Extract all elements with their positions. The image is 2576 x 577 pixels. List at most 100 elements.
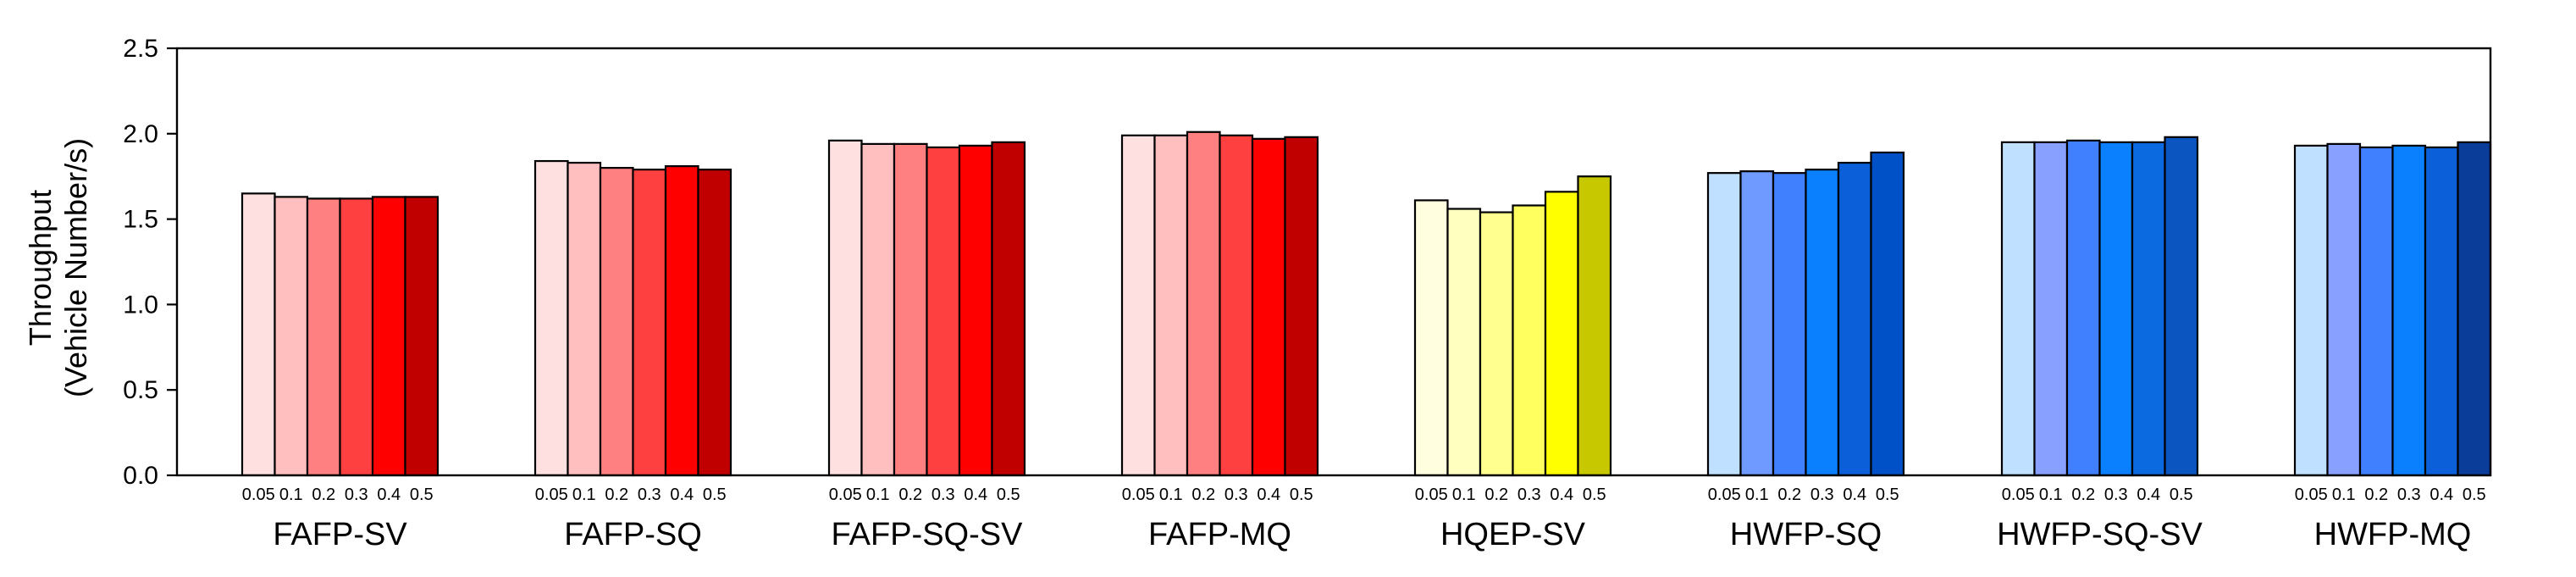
bar-level-label: 0.2 <box>312 485 335 504</box>
bar-level-label: 0.1 <box>279 485 303 504</box>
bar-level-label: 0.3 <box>1517 485 1541 504</box>
bar-series <box>240 130 2492 477</box>
bar-level-label: 0.4 <box>1550 485 1573 504</box>
bar-level-label: 0.2 <box>605 485 628 504</box>
y-tick-label: 2.0 <box>123 120 158 148</box>
bar <box>2391 144 2427 477</box>
bar-level-label: 0.1 <box>2332 485 2356 504</box>
bar-group <box>2000 136 2199 477</box>
bar-level-label: 0.2 <box>1191 485 1215 504</box>
bar <box>404 196 439 477</box>
y-axis-label-line-2: (Vehicle Number/s) <box>58 138 93 397</box>
group-label: HWFP-SQ-SV <box>1997 517 2203 552</box>
bar-level-label: 0.05 <box>1708 485 1741 504</box>
group-label: FAFP-SV <box>273 517 407 552</box>
bar <box>1219 134 1254 477</box>
bar-level-label: 0.5 <box>410 485 434 504</box>
bar <box>893 142 928 477</box>
bar-group <box>1120 130 1319 477</box>
bar <box>697 169 732 477</box>
bar-level-label: 0.5 <box>1290 485 1313 504</box>
bar-level-label: 0.5 <box>2463 485 2486 504</box>
plot-area-frame <box>175 47 2492 477</box>
bar-level-label: 0.3 <box>1810 485 1834 504</box>
bar <box>991 141 1026 477</box>
bar <box>664 165 699 477</box>
bar <box>1544 191 1579 477</box>
bar <box>1120 134 1156 477</box>
bar <box>371 196 406 477</box>
y-tick-label: 0.0 <box>123 462 158 490</box>
bar <box>1706 172 1742 477</box>
group-label: FAFP-MQ <box>1148 517 1291 552</box>
bar-level-label: 0.1 <box>572 485 596 504</box>
bar <box>1446 208 1482 477</box>
bar-level-label: 0.5 <box>703 485 727 504</box>
bar <box>567 161 602 477</box>
y-axis-label: Throughput (Vehicle Number/s) <box>23 138 93 397</box>
group-label: FAFP-SQ-SV <box>832 517 1024 552</box>
bar-level-label: 0.2 <box>2071 485 2095 504</box>
bar <box>2293 144 2329 477</box>
bar <box>1837 161 1872 477</box>
bar <box>2457 141 2492 477</box>
bar-level-label: 0.3 <box>345 485 368 504</box>
bar <box>827 139 863 477</box>
bar <box>1251 137 1286 477</box>
bar-level-label: 0.5 <box>1583 485 1606 504</box>
bar <box>1577 175 1612 477</box>
y-axis-label-line-1: Throughput <box>23 190 58 346</box>
bar-level-label: 0.2 <box>2364 485 2388 504</box>
bar <box>1186 130 1221 477</box>
bar-group <box>2293 141 2492 477</box>
bar-level-label: 0.1 <box>866 485 890 504</box>
bar-level-label: 0.05 <box>1122 485 1155 504</box>
bar <box>2033 141 2069 477</box>
bar-level-label: 0.05 <box>242 485 275 504</box>
bar <box>2065 139 2101 477</box>
bar-level-label: 0.4 <box>2430 485 2453 504</box>
bar <box>926 146 961 477</box>
bar <box>1479 211 1514 477</box>
bar <box>2424 146 2459 477</box>
bar <box>2326 142 2362 477</box>
y-axis-ticks: 0.0 0.5 1.0 1.5 2.0 2.5 <box>123 35 177 490</box>
bar <box>632 169 667 477</box>
bar-level-label: 0.5 <box>997 485 1020 504</box>
bar <box>533 159 569 477</box>
bar-level-label: 0.4 <box>1843 485 1866 504</box>
bar <box>2358 146 2394 477</box>
bar-level-label: 0.1 <box>2039 485 2063 504</box>
bar-level-label: 0.1 <box>1159 485 1183 504</box>
bar-level-label: 0.4 <box>377 485 401 504</box>
bar-level-label: 0.3 <box>2397 485 2421 504</box>
bar <box>339 197 374 477</box>
bar-level-label: 0.05 <box>535 485 568 504</box>
bar-level-label: 0.3 <box>1224 485 1248 504</box>
bar-level-label: 0.05 <box>1415 485 1448 504</box>
y-tick-label: 2.5 <box>123 35 158 63</box>
bar-level-label: 0.05 <box>2002 485 2035 504</box>
bar-level-label: 0.5 <box>1876 485 1899 504</box>
y-tick-label: 0.5 <box>123 376 158 404</box>
bar <box>1512 204 1547 477</box>
bar-group <box>1706 151 1905 477</box>
bar-group <box>827 139 1026 477</box>
bar <box>958 144 993 477</box>
bar-level-label: 0.2 <box>1777 485 1801 504</box>
bar-group <box>1413 175 1612 477</box>
bar-level-label: 0.1 <box>1745 485 1769 504</box>
bar <box>306 197 341 477</box>
bar-group <box>533 159 732 477</box>
bar <box>274 196 309 477</box>
bar <box>2164 136 2199 477</box>
y-tick-label: 1.5 <box>123 206 158 234</box>
bar <box>1772 172 1807 477</box>
bar <box>1739 170 1775 477</box>
group-label: FAFP-SQ <box>564 517 702 552</box>
bar <box>599 167 634 477</box>
y-tick-label: 1.0 <box>123 291 158 319</box>
bar <box>2131 141 2166 477</box>
